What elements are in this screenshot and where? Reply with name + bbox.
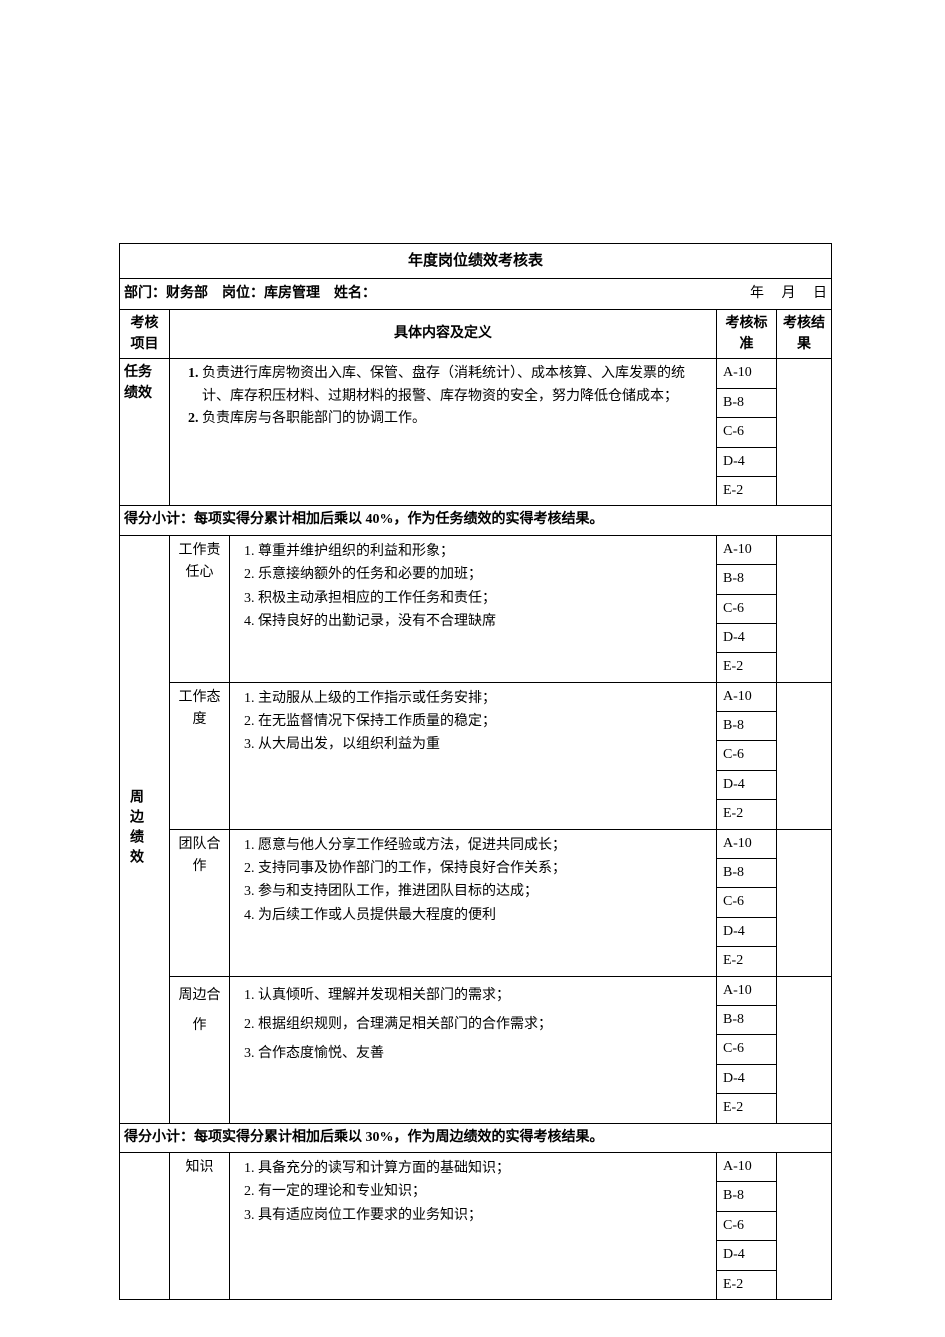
pos-value: 库房管理: [264, 286, 320, 301]
name-label: 姓名：: [334, 286, 376, 301]
date-month: 月: [782, 286, 796, 301]
std-cell: D-4: [717, 1064, 777, 1093]
knowledge-content: 具备充分的读写和计算方面的基础知识； 有一定的理论和专业知识； 具有适应岗位工作…: [230, 1152, 717, 1299]
page-container: 年度岗位绩效考核表 部门：财务部 岗位：库房管理 姓名： 年 月 日: [119, 243, 832, 1300]
list-item: 合作态度愉悦、友善: [258, 1040, 710, 1068]
std-cell: E-2: [717, 653, 777, 682]
cat-attitude: 工作态度: [170, 682, 230, 829]
list-item: 为后续工作或人员提供最大程度的便利: [258, 905, 710, 927]
section-peripheral-label: 周边绩效: [120, 535, 170, 1123]
std-cell: E-2: [717, 1270, 777, 1299]
std-cell: A-10: [717, 535, 777, 564]
task-subtotal: 得分小计：每项实得分累计相加后乘以 40%，作为任务绩效的实得考核结果。: [120, 506, 832, 535]
cat-cooperation: 周边合作: [170, 976, 230, 1123]
appraisal-table: 年度岗位绩效考核表 部门：财务部 岗位：库房管理 姓名： 年 月 日: [119, 243, 832, 1300]
std-cell: C-6: [717, 1035, 777, 1064]
date-year: 年: [750, 286, 764, 301]
task-item: 负责进行库房物资出入库、保管、盘存（消耗统计）、成本核算、入库发票的统计、库存积…: [202, 363, 710, 408]
std-cell: D-4: [717, 917, 777, 946]
std-cell: E-2: [717, 800, 777, 829]
result-cell: [777, 829, 832, 976]
list-item: 从大局出发，以组织利益为重: [258, 734, 710, 756]
peripheral-subtotal: 得分小计：每项实得分累计相加后乘以 30%，作为周边绩效的实得考核结果。: [120, 1123, 832, 1152]
table-title: 年度岗位绩效考核表: [120, 244, 832, 279]
list-item: 认真倾听、理解并发现相关部门的需求；: [258, 982, 710, 1010]
std-cell: D-4: [717, 623, 777, 652]
list-item: 有一定的理论和专业知识；: [258, 1181, 710, 1203]
dept-value: 财务部: [166, 286, 208, 301]
std-cell: A-10: [717, 359, 777, 388]
std-cell: C-6: [717, 741, 777, 770]
header-meta: 部门：财务部 岗位：库房管理 姓名： 年 月 日: [120, 279, 832, 310]
section-knowledge-label: [120, 1152, 170, 1299]
cooperation-content: 认真倾听、理解并发现相关部门的需求； 根据组织规则，合理满足相关部门的合作需求；…: [230, 976, 717, 1123]
std-cell: B-8: [717, 565, 777, 594]
std-cell: B-8: [717, 388, 777, 417]
std-cell: E-2: [717, 1094, 777, 1123]
task-item: 负责库房与各职能部门的协调工作。: [202, 408, 710, 430]
list-item: 参与和支持团队工作，推进团队目标的达成；: [258, 881, 710, 903]
cat-knowledge: 知识: [170, 1152, 230, 1299]
std-cell: D-4: [717, 1241, 777, 1270]
attitude-content: 主动服从上级的工作指示或任务安排； 在无监督情况下保持工作质量的稳定； 从大局出…: [230, 682, 717, 829]
cat-responsibility: 工作责任心: [170, 535, 230, 682]
list-item: 具有适应岗位工作要求的业务知识；: [258, 1205, 710, 1227]
std-cell: B-8: [717, 859, 777, 888]
task-result: [777, 359, 832, 506]
list-item: 保持良好的出勤记录，没有不合理缺席: [258, 611, 710, 633]
list-item: 支持同事及协作部门的工作，保持良好合作关系；: [258, 858, 710, 880]
cat-teamwork: 团队合作: [170, 829, 230, 976]
list-item: 根据组织规则，合理满足相关部门的合作需求；: [258, 1011, 710, 1039]
section-task-label: 任务绩效: [120, 359, 170, 506]
std-cell: B-8: [717, 1005, 777, 1034]
col-project: 考核项目: [120, 310, 170, 359]
teamwork-content: 愿意与他人分享工作经验或方法，促进共同成长； 支持同事及协作部门的工作，保持良好…: [230, 829, 717, 976]
col-result: 考核结果: [777, 310, 832, 359]
std-cell: C-6: [717, 888, 777, 917]
std-cell: C-6: [717, 418, 777, 447]
list-item: 积极主动承担相应的工作任务和责任；: [258, 588, 710, 610]
list-item: 具备充分的读写和计算方面的基础知识；: [258, 1158, 710, 1180]
date-day: 日: [813, 286, 827, 301]
std-cell: C-6: [717, 1211, 777, 1240]
result-cell: [777, 682, 832, 829]
col-standard: 考核标准: [717, 310, 777, 359]
std-cell: D-4: [717, 770, 777, 799]
list-item: 乐意接纳额外的任务和必要的加班；: [258, 564, 710, 586]
result-cell: [777, 1152, 832, 1299]
list-item: 尊重并维护组织的利益和形象；: [258, 541, 710, 563]
std-cell: C-6: [717, 594, 777, 623]
std-cell: A-10: [717, 829, 777, 858]
col-content: 具体内容及定义: [170, 310, 717, 359]
list-item: 在无监督情况下保持工作质量的稳定；: [258, 711, 710, 733]
std-cell: B-8: [717, 1182, 777, 1211]
list-item: 愿意与他人分享工作经验或方法，促进共同成长；: [258, 835, 710, 857]
std-cell: D-4: [717, 447, 777, 476]
std-cell: A-10: [717, 682, 777, 711]
pos-label: 岗位：: [222, 286, 264, 301]
responsibility-content: 尊重并维护组织的利益和形象； 乐意接纳额外的任务和必要的加班； 积极主动承担相应…: [230, 535, 717, 682]
result-cell: [777, 976, 832, 1123]
std-cell: B-8: [717, 712, 777, 741]
list-item: 主动服从上级的工作指示或任务安排；: [258, 688, 710, 710]
std-cell: E-2: [717, 947, 777, 976]
result-cell: [777, 535, 832, 682]
task-content: 负责进行库房物资出入库、保管、盘存（消耗统计）、成本核算、入库发票的统计、库存积…: [170, 359, 717, 506]
std-cell: A-10: [717, 1152, 777, 1181]
std-cell: E-2: [717, 476, 777, 505]
dept-label: 部门：: [124, 286, 166, 301]
std-cell: A-10: [717, 976, 777, 1005]
